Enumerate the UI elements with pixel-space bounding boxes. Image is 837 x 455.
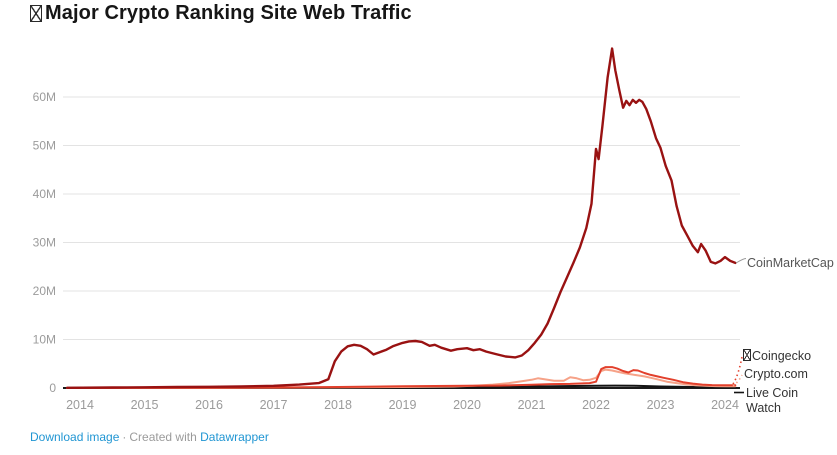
x-tick-label: 2023 <box>647 398 675 412</box>
x-tick-label: 2024 <box>711 398 739 412</box>
x-tick-label: 2017 <box>260 398 288 412</box>
series-line-coinmarketcap <box>65 47 737 389</box>
y-tick-label: 60M <box>33 90 56 104</box>
y-tick-label: 40M <box>33 187 56 201</box>
x-tick-label: 2020 <box>453 398 481 412</box>
x-tick-label: 2014 <box>66 398 94 412</box>
y-tick-label: 50M <box>33 139 56 153</box>
x-tick-label: 2022 <box>582 398 610 412</box>
x-tick-label: 2016 <box>195 398 223 412</box>
footer-created-text: Created with <box>129 430 197 444</box>
y-tick-label: 10M <box>33 333 56 347</box>
datawrapper-link[interactable]: Datawrapper <box>200 430 269 444</box>
series-line-coingecko <box>66 366 737 389</box>
x-tick-label: 2019 <box>389 398 417 412</box>
leader-coingecko <box>732 356 743 385</box>
chart-title: Major Crypto Ranking Site Web Traffic <box>30 2 412 25</box>
series-label-livecoinwatch: Live Coin Watch <box>746 386 799 415</box>
x-tick-label: 2018 <box>324 398 352 412</box>
leader-coinmarketcap <box>735 258 747 264</box>
chart-footer: Download image · Created with Datawrapper <box>30 430 269 444</box>
series-label-coinmarketcap: CoinMarketCap <box>747 256 834 270</box>
missing-glyph-icon <box>30 5 42 22</box>
download-image-link[interactable]: Download image <box>30 430 120 444</box>
series-label-cryptocom: Crypto.com <box>744 367 808 381</box>
chart-title-text: Major Crypto Ranking Site Web Traffic <box>45 2 412 24</box>
x-tick-label: 2021 <box>518 398 546 412</box>
missing-glyph-icon <box>743 349 751 361</box>
series-label-coingecko: Coingecko <box>743 349 811 364</box>
footer-separator: · <box>122 430 127 444</box>
y-tick-label: 30M <box>33 236 56 250</box>
y-tick-label: 0 <box>49 381 56 395</box>
x-tick-label: 2015 <box>131 398 159 412</box>
leader-cryptocom <box>732 374 743 387</box>
y-tick-label: 20M <box>33 284 56 298</box>
